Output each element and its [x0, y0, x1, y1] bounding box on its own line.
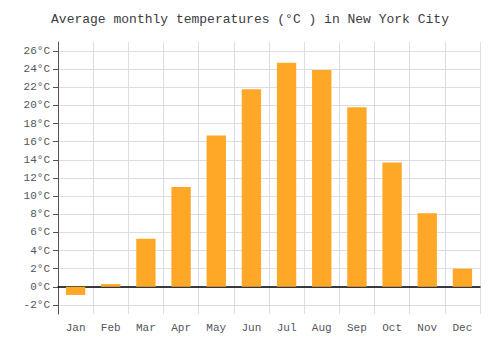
svg-text:May: May [206, 322, 226, 334]
svg-text:12°C: 12°C [24, 172, 51, 184]
svg-text:14°C: 14°C [24, 154, 51, 166]
svg-text:2°C: 2°C [30, 263, 50, 275]
svg-text:Nov: Nov [417, 322, 437, 334]
svg-text:-2°C: -2°C [24, 299, 51, 311]
svg-text:Feb: Feb [101, 322, 121, 334]
svg-text:Oct: Oct [382, 322, 402, 334]
svg-text:0°C: 0°C [30, 281, 50, 293]
svg-text:Apr: Apr [171, 322, 191, 334]
svg-text:Mar: Mar [136, 322, 156, 334]
svg-text:Sep: Sep [347, 322, 367, 334]
svg-text:8°C: 8°C [30, 208, 50, 220]
svg-text:Dec: Dec [453, 322, 473, 334]
svg-text:Jun: Jun [242, 322, 262, 334]
svg-text:Jan: Jan [66, 322, 86, 334]
svg-text:26°C: 26°C [24, 45, 51, 57]
svg-text:Average monthly temperatures (: Average monthly temperatures (°C ) in Ne… [51, 12, 449, 27]
svg-text:4°C: 4°C [30, 245, 50, 257]
svg-text:20°C: 20°C [24, 99, 51, 111]
svg-text:16°C: 16°C [24, 136, 51, 148]
svg-text:Aug: Aug [312, 322, 332, 334]
svg-text:10°C: 10°C [24, 190, 51, 202]
svg-text:6°C: 6°C [30, 226, 50, 238]
svg-text:22°C: 22°C [24, 81, 51, 93]
svg-text:24°C: 24°C [24, 63, 51, 75]
svg-text:18°C: 18°C [24, 118, 51, 130]
svg-text:Jul: Jul [277, 322, 297, 334]
